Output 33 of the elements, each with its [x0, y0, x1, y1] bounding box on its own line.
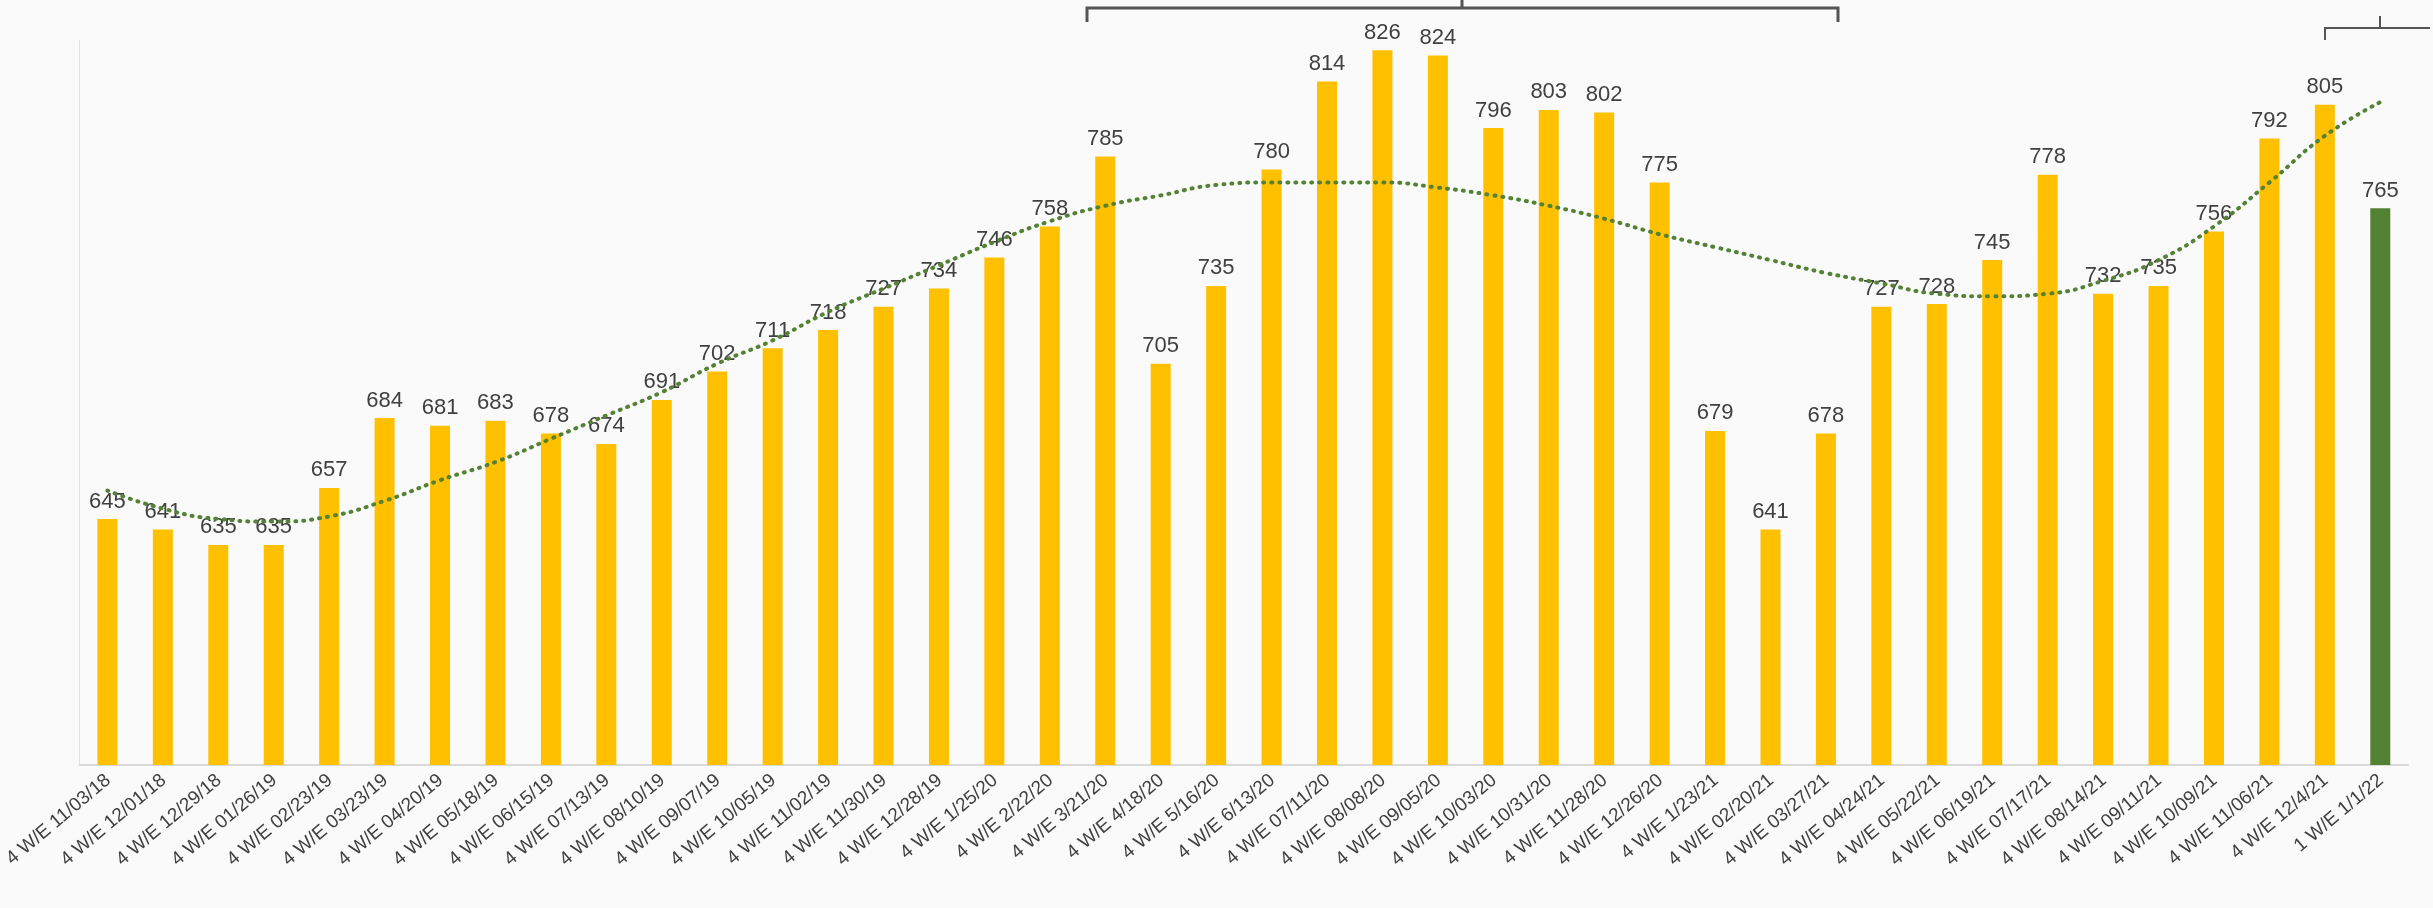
data-label: 802 [1585, 81, 1623, 106]
data-label: 756 [2195, 200, 2233, 226]
data-label: 645 [89, 487, 126, 513]
data-label: 728 [1918, 272, 1956, 298]
data-label: 705 [1142, 332, 1180, 358]
data-label: 678 [1807, 402, 1845, 428]
data-label: 735 [1197, 254, 1235, 280]
data-label: 735 [2140, 254, 2177, 280]
data-label: 684 [366, 386, 403, 412]
data-label: 691 [643, 368, 681, 394]
data-label: 635 [255, 513, 293, 539]
data-label: 792 [2251, 106, 2288, 132]
data-label: 775 [1641, 150, 1678, 176]
data-label: 758 [1031, 194, 1069, 220]
data-label: 785 [1086, 125, 1124, 151]
data-label: 826 [1364, 18, 1401, 44]
data-label: 745 [1973, 228, 2011, 254]
data-label: 683 [477, 389, 514, 415]
data-label: 805 [2306, 73, 2344, 99]
data-label: 824 [1419, 24, 1457, 50]
data-label: 679 [1696, 399, 1734, 425]
data-label: 702 [698, 339, 736, 365]
data-label: 780 [1253, 137, 1290, 163]
data-label: 641 [1752, 497, 1789, 523]
data-label: 778 [2029, 143, 2067, 169]
data-label: 796 [1474, 96, 1512, 122]
data-label: 803 [1530, 78, 1568, 104]
data-label: 765 [2361, 176, 2399, 202]
data-label: 678 [532, 402, 570, 428]
data-label: 681 [421, 394, 459, 420]
data-label: 657 [310, 456, 348, 482]
data-label: 814 [1308, 49, 1346, 75]
data-label: 711 [755, 316, 791, 342]
